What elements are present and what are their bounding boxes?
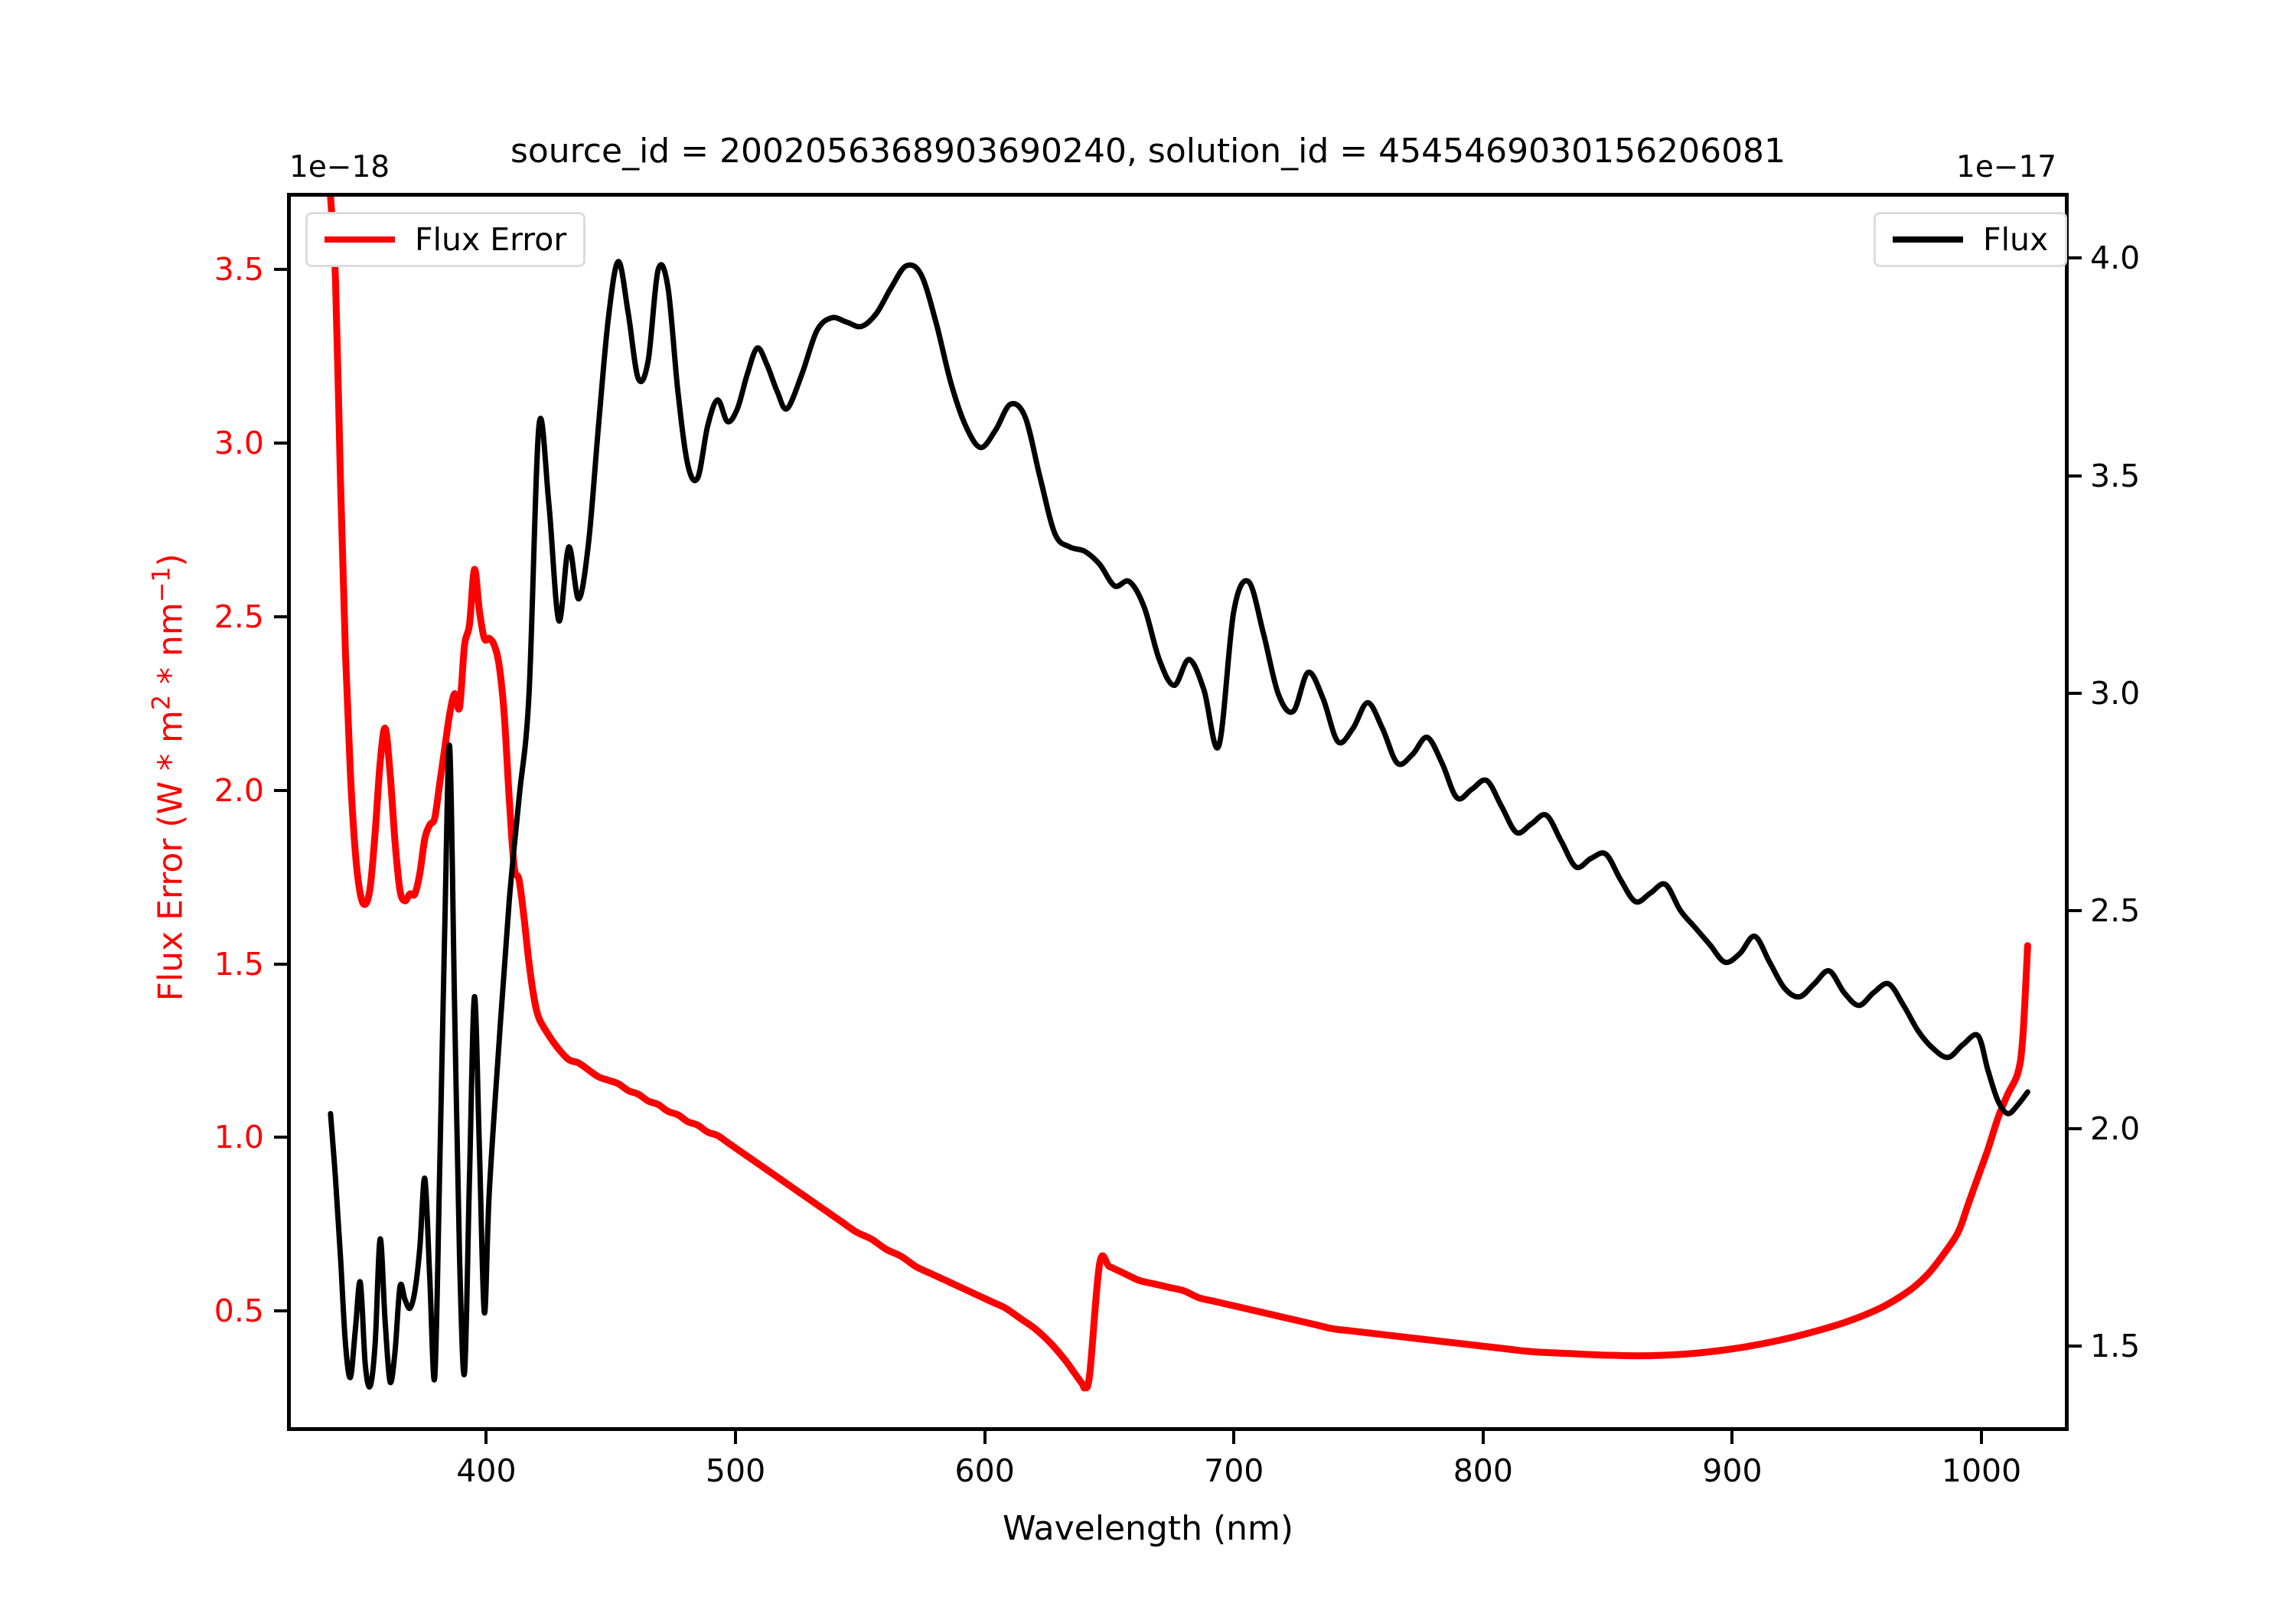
- left-y-axis-label-part2: * nm: [151, 602, 191, 695]
- x-tick-mark: [1232, 1431, 1236, 1444]
- left-y-tick-label: 0.5: [214, 1292, 264, 1330]
- x-tick-label: 900: [1702, 1452, 1763, 1489]
- right-y-tick-mark: [2069, 1126, 2082, 1130]
- left-y-tick-mark: [274, 441, 287, 445]
- left-y-tick-label: 2.0: [214, 771, 264, 809]
- flux-line: [331, 262, 2027, 1387]
- right-y-tick-mark: [2069, 474, 2082, 478]
- legend-flux[interactable]: Flux: [1874, 212, 2068, 267]
- x-tick-mark: [1481, 1431, 1485, 1444]
- left-y-tick-label: 3.0: [214, 424, 264, 461]
- left-y-tick-mark: [274, 962, 287, 966]
- plot-area: [287, 193, 2069, 1431]
- right-y-tick-mark: [2069, 1345, 2082, 1348]
- left-y-axis-label-sup2: −1: [148, 566, 176, 603]
- left-y-axis-label-part1: Flux Error (W * m: [151, 710, 191, 1002]
- left-y-tick-label: 2.5: [214, 598, 264, 635]
- x-tick-mark: [1730, 1431, 1734, 1444]
- x-tick-mark: [983, 1431, 987, 1444]
- left-y-tick-label: 1.5: [214, 945, 264, 983]
- legend-line-icon-flux: [1893, 236, 1963, 243]
- right-y-tick-label: 3.0: [2090, 675, 2141, 712]
- x-tick-label: 500: [705, 1452, 766, 1489]
- left-y-tick-label: 1.0: [214, 1119, 264, 1156]
- x-tick-label: 700: [1204, 1452, 1264, 1489]
- right-y-tick-label: 2.0: [2090, 1110, 2141, 1147]
- left-y-axis-label: Flux Error (W * m2 * nm−1): [148, 553, 191, 1002]
- right-axis-offset-label: 1e−17: [1956, 150, 2057, 184]
- left-y-axis-label-sup1: 2: [148, 694, 176, 711]
- legend-label-flux-error: Flux Error: [415, 221, 567, 258]
- right-y-tick-label: 4.0: [2090, 240, 2141, 277]
- x-tick-label: 600: [954, 1452, 1015, 1489]
- left-y-tick-mark: [274, 788, 287, 792]
- x-tick-label: 800: [1453, 1452, 1513, 1489]
- x-tick-mark: [484, 1431, 488, 1444]
- legend-line-icon-flux-error: [325, 236, 395, 243]
- right-y-tick-label: 2.5: [2090, 892, 2141, 930]
- legend-flux-error[interactable]: Flux Error: [305, 212, 586, 267]
- x-tick-mark: [734, 1431, 738, 1444]
- left-axis-offset-label: 1e−18: [289, 150, 390, 184]
- left-y-axis-label-part3: ): [151, 553, 191, 567]
- left-y-tick-mark: [274, 614, 287, 618]
- right-y-tick-label: 3.5: [2090, 457, 2141, 494]
- left-y-tick-label: 3.5: [214, 250, 264, 288]
- x-axis-label: Wavelength (nm): [1002, 1509, 1294, 1548]
- left-y-tick-mark: [274, 267, 287, 271]
- x-tick-label: 400: [456, 1452, 517, 1489]
- x-tick-label: 1000: [1941, 1452, 2022, 1489]
- x-tick-mark: [1980, 1431, 1984, 1444]
- left-y-tick-mark: [274, 1309, 287, 1313]
- right-y-tick-label: 1.5: [2090, 1328, 2141, 1365]
- spectrum-plot-svg: [291, 197, 2065, 1427]
- left-y-tick-mark: [274, 1136, 287, 1139]
- right-y-tick-mark: [2069, 909, 2082, 913]
- right-y-tick-mark: [2069, 256, 2082, 260]
- page-title: source_id = 2002056368903690240, solutio…: [510, 132, 1786, 171]
- legend-label-flux: Flux: [1983, 221, 2049, 258]
- flux-error-line: [331, 197, 2027, 1388]
- right-y-tick-mark: [2069, 692, 2082, 696]
